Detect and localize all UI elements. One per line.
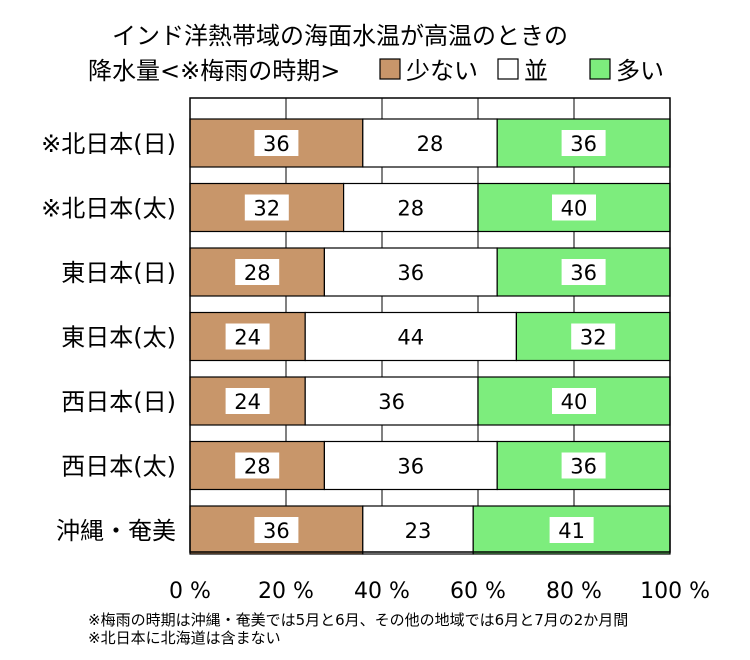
category-label: ※北日本(日) <box>41 130 176 158</box>
category-label: 西日本(日) <box>61 388 176 416</box>
data-label: 23 <box>405 519 432 543</box>
data-label: 36 <box>263 132 290 156</box>
category-label: 東日本(太) <box>61 324 176 352</box>
bars: 36 28 36 32 28 40 28 36 36 24 44 32 24 36 40 28 36 36 36 23… <box>189 118 671 555</box>
data-label-background <box>571 323 616 350</box>
data-label-background <box>254 517 299 543</box>
bar-segment <box>304 376 479 426</box>
plot-area: 36 28 36 32 28 40 28 36 36 24 44 32 24 36 40 28 36 36 36 23… <box>189 97 671 555</box>
data-label-background <box>561 452 606 479</box>
data-label: 41 <box>558 519 585 543</box>
bar-segment <box>362 505 474 555</box>
legend-swatch <box>497 58 519 80</box>
bar-segment <box>343 182 479 233</box>
bar-segment <box>304 311 518 362</box>
data-label: 28 <box>244 261 271 285</box>
legend-label: 少ない <box>406 57 478 85</box>
x-tick-label: 0 % <box>169 579 211 604</box>
x-tick-label: 100 % <box>640 579 710 604</box>
data-label-background <box>561 130 606 156</box>
category-label: 西日本(太) <box>61 453 176 481</box>
data-label-background <box>254 130 299 156</box>
chart-title-line-1: インド洋熱帯域の海面水温が高温のときの <box>112 22 568 50</box>
data-label: 28 <box>417 132 444 156</box>
data-label-background <box>225 388 270 414</box>
x-tick-label: 60 % <box>450 579 506 604</box>
data-label: 36 <box>263 519 290 543</box>
legend: 少ない 並 多い <box>379 57 664 85</box>
data-label: 36 <box>397 455 424 479</box>
data-label: 36 <box>378 390 405 414</box>
data-label-background <box>235 452 280 479</box>
category-label: 東日本(日) <box>61 259 176 287</box>
data-label-background <box>225 323 270 350</box>
footnote-1: ※梅雨の時期は沖縄・奄美では5月と6月、その他の地域では6月と7月の2か月間 <box>88 611 628 629</box>
plot-frame <box>189 97 671 553</box>
data-label-background <box>552 194 596 221</box>
data-label: 32 <box>253 197 280 221</box>
legend-label: 並 <box>524 57 548 85</box>
bar-segment <box>323 440 498 491</box>
bar-segment <box>362 118 498 168</box>
data-label: 24 <box>234 390 261 414</box>
data-label-background <box>561 259 606 285</box>
category-label: ※北日本(太) <box>41 195 176 223</box>
data-label: 28 <box>244 455 271 479</box>
data-label: 24 <box>234 326 261 350</box>
x-axis-tick-labels: 0 % 20 % 40 % 60 % 80 % 100 % <box>169 579 710 604</box>
data-label-background <box>244 194 289 221</box>
data-label-background <box>552 388 596 414</box>
data-label: 40 <box>561 390 588 414</box>
data-label: 36 <box>397 261 424 285</box>
x-tick-label: 40 % <box>354 579 410 604</box>
data-label: 32 <box>580 326 607 350</box>
data-label-background <box>235 259 280 285</box>
legend-swatch <box>379 58 401 80</box>
x-tick-label: 20 % <box>258 579 314 604</box>
legend-swatch <box>589 58 611 80</box>
x-tick-label: 80 % <box>546 579 602 604</box>
chart-title-line-2: 降水量<※梅雨の時期> <box>88 57 340 85</box>
data-label: 40 <box>561 197 588 221</box>
data-label: 44 <box>397 326 424 350</box>
row-labels: ※北日本(日) ※北日本(太) 東日本(日) 東日本(太) 西日本(日) 西日本(太) 沖縄… <box>41 130 176 545</box>
data-label: 36 <box>570 132 597 156</box>
data-label-background <box>549 517 594 543</box>
data-label: 36 <box>570 261 597 285</box>
data-label: 28 <box>397 197 424 221</box>
legend-label: 多い <box>616 57 664 85</box>
footnote-2: ※北日本に北海道は含まない <box>88 629 281 647</box>
category-label: 沖縄・奄美 <box>56 517 176 545</box>
data-label: 36 <box>570 455 597 479</box>
bar-segment <box>323 247 498 297</box>
